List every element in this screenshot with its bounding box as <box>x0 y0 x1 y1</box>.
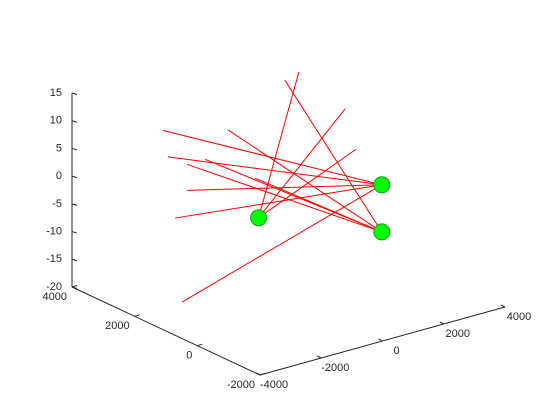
line-segment <box>174 184 382 219</box>
z-tick <box>71 92 78 95</box>
line-segment <box>254 177 382 233</box>
line-segment <box>258 71 300 218</box>
y-tick <box>134 314 140 317</box>
z-tick <box>71 203 78 206</box>
z-tick <box>71 286 78 289</box>
z-tick-label: 5 <box>56 142 62 154</box>
x-tick <box>317 355 322 359</box>
point <box>373 176 391 194</box>
line-segment <box>284 79 383 233</box>
x-tick <box>500 304 506 308</box>
z-tick-label: 15 <box>50 87 62 99</box>
line-segment <box>258 108 346 219</box>
z-tick-label: -5 <box>52 198 62 210</box>
z-tick-label: 10 <box>50 115 62 127</box>
z-tick-label: -10 <box>46 225 62 237</box>
z-tick <box>71 175 78 179</box>
line-segment <box>258 148 357 219</box>
point <box>373 223 391 241</box>
line-segment <box>167 156 382 186</box>
y-tick <box>197 343 203 347</box>
x-tick <box>439 321 444 325</box>
x-tick-label: 0 <box>393 345 399 357</box>
z-tick-label: 0 <box>56 170 62 182</box>
x-tick-label: -2000 <box>321 362 349 374</box>
y-tick-label: 2000 <box>105 320 129 332</box>
x-tick-label: -4000 <box>260 379 288 391</box>
y-tick-label: 4000 <box>43 291 67 303</box>
y-tick-label: -2000 <box>227 379 255 391</box>
y-axis <box>71 286 261 376</box>
point <box>250 209 268 227</box>
x-tick <box>255 372 261 376</box>
line-segment <box>186 184 382 191</box>
y-tick-label: 0 <box>186 350 192 362</box>
y-tick <box>259 373 266 376</box>
line-segment <box>162 129 382 186</box>
x-tick <box>378 338 383 342</box>
z-tick <box>71 147 78 151</box>
line-segment <box>181 184 383 303</box>
z-tick-label: -20 <box>46 281 62 293</box>
line-segment <box>227 129 383 233</box>
line-segment <box>186 163 382 233</box>
z-tick-label: -15 <box>46 253 62 265</box>
z-tick <box>71 231 78 234</box>
z-tick <box>71 120 78 123</box>
x-tick-label: 4000 <box>507 311 531 323</box>
x-tick-label: 2000 <box>446 328 470 340</box>
z-tick <box>71 258 78 262</box>
